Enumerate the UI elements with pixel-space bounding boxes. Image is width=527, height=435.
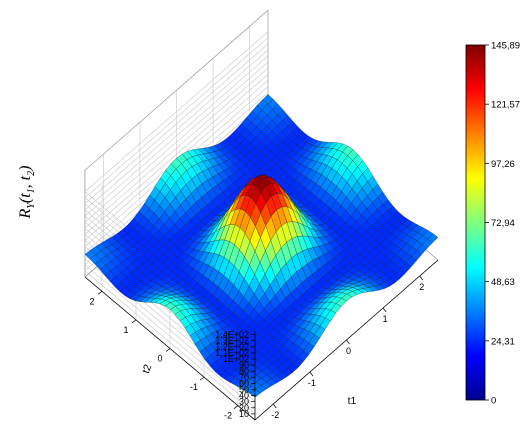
y-tick-label: 2 bbox=[89, 296, 94, 306]
x-tick-label: 0 bbox=[346, 346, 351, 356]
colorbar-tick-label: 145,89 bbox=[491, 41, 520, 52]
z-tick-label: 90 bbox=[239, 360, 249, 370]
y-tick-label: -1 bbox=[190, 382, 198, 392]
colorbar-tick-label: 48,63 bbox=[491, 277, 515, 288]
y-tick-mark bbox=[165, 348, 171, 352]
z-tick-label: 30 bbox=[239, 397, 249, 407]
y-tick-mark bbox=[131, 319, 137, 324]
colorbar-ticks: 145,89 121,57 97,26 72,94 48,63 24,31 0 bbox=[485, 41, 520, 407]
x-tick-label: -2 bbox=[271, 410, 279, 420]
z-tick-label: 80 bbox=[239, 366, 249, 376]
z-tick-label: 1,3E+02 bbox=[215, 336, 249, 346]
colorbar-tick-label: 24,31 bbox=[491, 336, 515, 347]
y-axis-label: t2 bbox=[140, 363, 154, 375]
y-tick-label: 0 bbox=[157, 354, 162, 364]
colorbar-tick-label: 97,26 bbox=[491, 159, 515, 170]
z-tick-label: 1E+02 bbox=[223, 354, 249, 364]
z-label-sub-1: 1 bbox=[26, 188, 37, 193]
z-label-t1: t bbox=[17, 193, 34, 198]
z-label-sub-y: Y bbox=[26, 202, 37, 209]
x-tick-label: 1 bbox=[383, 314, 388, 324]
y-tick-label: -2 bbox=[224, 411, 232, 421]
x-tick-mark bbox=[273, 403, 277, 409]
z-tick-label: 1,2E+02 bbox=[215, 342, 249, 352]
z-label-sub-2: 2 bbox=[26, 171, 37, 176]
x-axis-label: t1 bbox=[348, 395, 357, 407]
z-tick-label: 50 bbox=[239, 385, 249, 395]
colorbar-tick-label: 0 bbox=[491, 396, 496, 407]
z-tick-label: 20 bbox=[239, 403, 249, 413]
colorbar-tick-label: 121,57 bbox=[491, 100, 520, 111]
y-tick-mark bbox=[233, 405, 239, 409]
x-tick-mark bbox=[309, 371, 314, 377]
z-tick-label: 10 bbox=[239, 409, 249, 419]
z-tick-label: 70 bbox=[239, 372, 249, 382]
x-tick-mark bbox=[346, 339, 350, 345]
z-tick-label: 40 bbox=[239, 391, 249, 401]
y-tick-mark bbox=[97, 291, 103, 295]
x-tick-label: -1 bbox=[308, 378, 316, 388]
y-tick-label: 1 bbox=[123, 325, 128, 335]
z-label-t2: t bbox=[17, 175, 34, 180]
x-tick-label: 2 bbox=[419, 282, 424, 292]
z-tick-label: 1,1E+02 bbox=[215, 348, 249, 358]
z-label-close: ) bbox=[17, 166, 34, 172]
surface-plot bbox=[84, 94, 439, 398]
axes: 1020304050607080901E+021,1E+021,2E+021,3… bbox=[84, 259, 439, 421]
z-label-comma: , bbox=[17, 180, 34, 188]
colorbar-tick-label: 72,94 bbox=[491, 218, 515, 229]
y-tick-mark bbox=[199, 376, 205, 381]
x-tick-mark bbox=[382, 307, 387, 313]
z-tick-label: 60 bbox=[239, 378, 249, 388]
z-label-open: ( bbox=[17, 196, 34, 203]
x-tick-mark bbox=[419, 275, 423, 281]
z-axis-label: RY(t1, t2) bbox=[17, 166, 37, 220]
colorbar bbox=[465, 44, 486, 401]
z-tick-label: 1,4E+02 bbox=[215, 330, 249, 340]
z-label-main: R bbox=[17, 208, 34, 219]
